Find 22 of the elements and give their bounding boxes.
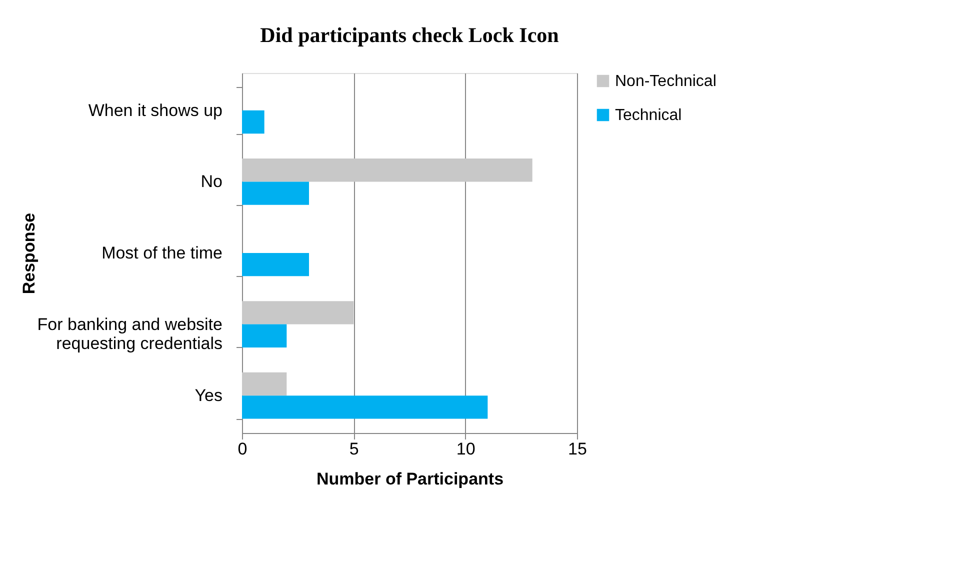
bar [242, 182, 309, 205]
bar [242, 110, 264, 134]
bar [242, 396, 488, 419]
x-tick-label: 15 [568, 440, 587, 458]
bar [242, 301, 354, 324]
bar [242, 158, 532, 182]
y-tick-label: Yes [194, 386, 222, 406]
bar [242, 372, 287, 396]
chart-title: Did participants check Lock Icon [260, 23, 560, 47]
bar [242, 253, 309, 276]
legend-label: Technical [615, 107, 682, 124]
x-tick-label: 10 [456, 440, 476, 458]
legend-label: Non-Technical [615, 73, 716, 90]
x-tick-label: 5 [349, 440, 359, 458]
y-axis-title: Response [20, 212, 38, 294]
y-tick-label: When it shows up [88, 100, 222, 120]
x-axis-title: Number of Participants [316, 470, 504, 488]
y-tick-label: Most of the time [102, 244, 222, 262]
x-tick-label: 0 [238, 440, 248, 458]
y-tick-label: For banking and website requesting credentials [37, 314, 222, 353]
bar [242, 324, 287, 348]
y-tick-label: No [200, 172, 222, 192]
